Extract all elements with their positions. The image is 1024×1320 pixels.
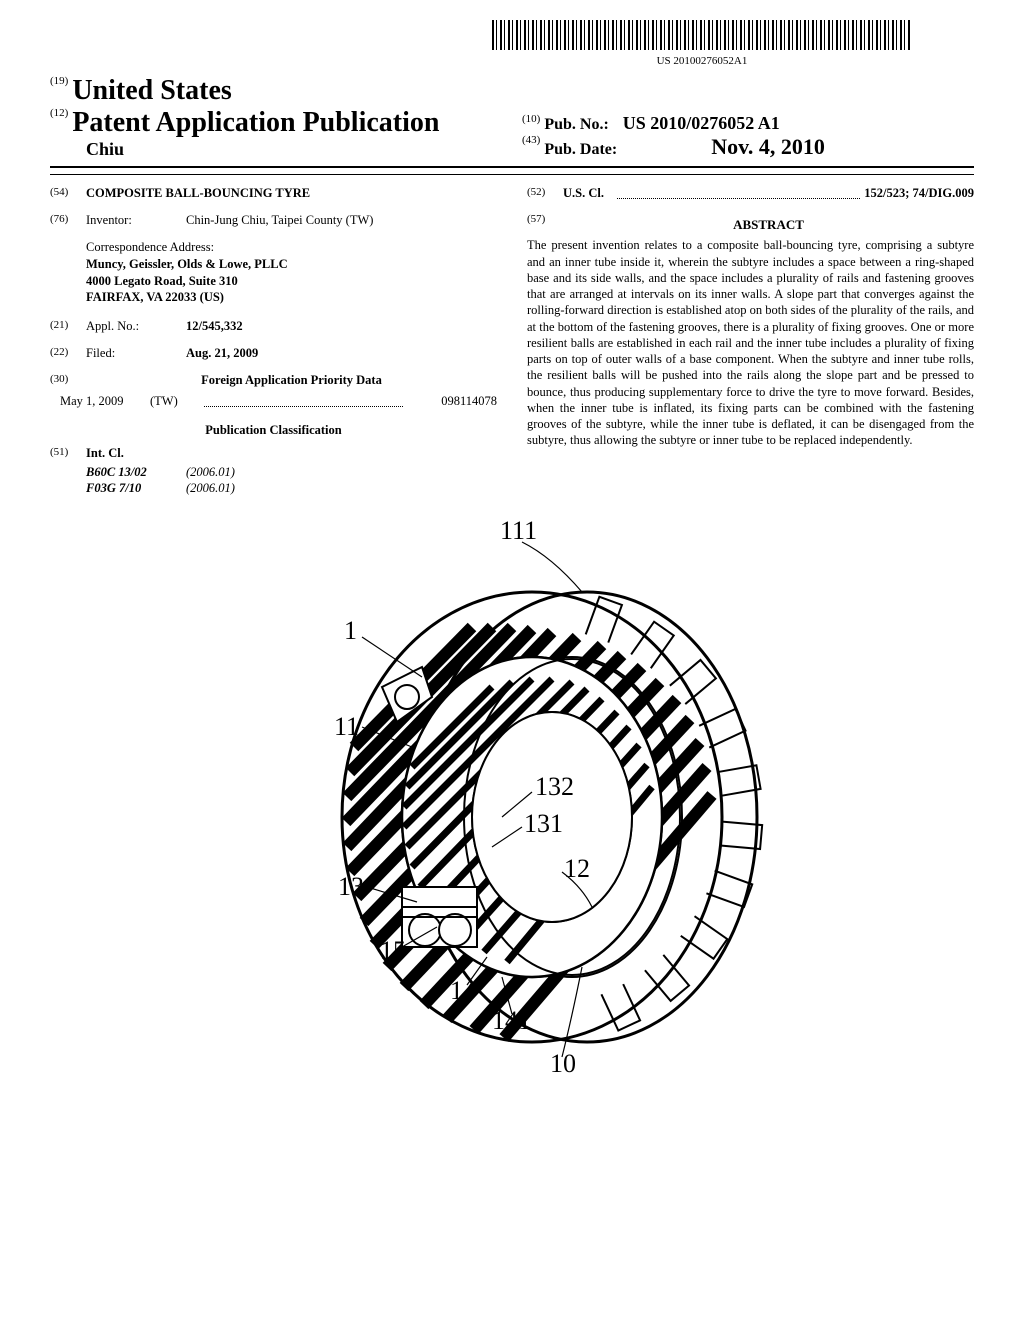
rule-thick bbox=[50, 166, 974, 168]
pub-no-label: Pub. No.: bbox=[544, 116, 608, 133]
priority-date: May 1, 2009 bbox=[50, 393, 150, 410]
priority-heading-row: (30) Foreign Application Priority Data bbox=[50, 372, 497, 389]
barcode-graphic bbox=[492, 20, 912, 50]
abstract-label: ABSTRACT bbox=[563, 216, 974, 234]
country-line: (19) United States bbox=[50, 75, 502, 107]
callout-14: 14 bbox=[450, 976, 476, 1005]
inventor-label: Inventor: bbox=[86, 212, 186, 229]
callout-13: 13 bbox=[338, 872, 364, 901]
country: United States bbox=[72, 75, 231, 106]
pub-date: Nov. 4, 2010 bbox=[711, 134, 825, 159]
header-left: (19) United States (12) Patent Applicati… bbox=[50, 75, 502, 160]
main-columns: (54) COMPOSITE BALL-BOUNCING TYRE (76) I… bbox=[50, 185, 974, 497]
header-row: (19) United States (12) Patent Applicati… bbox=[50, 75, 974, 160]
num-52: (52) bbox=[527, 185, 563, 202]
figure-area: 111 1 11 132 131 13 12 15 14 141 10 bbox=[50, 517, 974, 1082]
num-21: (21) bbox=[50, 318, 86, 335]
intcl-2: F03G 7/10 (2006.01) bbox=[86, 480, 497, 497]
inventor-row: (76) Inventor: Chin-Jung Chiu, Taipei Co… bbox=[50, 212, 497, 229]
priority-dots bbox=[204, 393, 403, 407]
title: COMPOSITE BALL-BOUNCING TYRE bbox=[86, 185, 310, 202]
patent-page: US 20100276052A1 (19) United States (12)… bbox=[0, 0, 1024, 1102]
intcl-2-code: F03G 7/10 bbox=[86, 480, 186, 497]
priority-heading: Foreign Application Priority Data bbox=[86, 372, 497, 389]
callout-131: 131 bbox=[524, 809, 563, 838]
pub-no: US 2010/0276052 A1 bbox=[623, 113, 780, 133]
callout-141: 141 bbox=[492, 1006, 531, 1035]
intcl-label: Int. Cl. bbox=[86, 445, 124, 462]
num-30: (30) bbox=[50, 372, 86, 389]
pub-date-label: Pub. Date: bbox=[544, 141, 617, 158]
priority-row: May 1, 2009 (TW) 098114078 bbox=[50, 393, 497, 410]
appl-row: (21) Appl. No.: 12/545,332 bbox=[50, 318, 497, 335]
right-column: (52) U.S. Cl. 152/523; 74/DIG.009 (57) A… bbox=[527, 185, 974, 497]
intcl-1-code: B60C 13/02 bbox=[86, 464, 186, 481]
num-57: (57) bbox=[527, 212, 563, 238]
inventor: Chin-Jung Chiu, Taipei County (TW) bbox=[186, 212, 373, 229]
corr-label: Correspondence Address: bbox=[86, 239, 497, 256]
corr-line3: FAIRFAX, VA 22033 (US) bbox=[86, 289, 497, 306]
num-22: (22) bbox=[50, 345, 86, 362]
num-12: (12) bbox=[50, 107, 68, 119]
class-heading: Publication Classification bbox=[50, 422, 497, 439]
author: Chiu bbox=[50, 139, 502, 160]
callout-10: 10 bbox=[550, 1049, 576, 1077]
filed-row: (22) Filed: Aug. 21, 2009 bbox=[50, 345, 497, 362]
header-right: (10) Pub. No.: US 2010/0276052 A1 (43) P… bbox=[502, 113, 974, 160]
pubtype-line: (12) Patent Application Publication bbox=[50, 107, 502, 139]
num-54: (54) bbox=[50, 185, 86, 202]
callout-12: 12 bbox=[564, 854, 590, 883]
left-column: (54) COMPOSITE BALL-BOUNCING TYRE (76) I… bbox=[50, 185, 497, 497]
num-51: (51) bbox=[50, 445, 86, 462]
callout-132: 132 bbox=[535, 772, 574, 801]
num-10: (10) bbox=[522, 113, 540, 125]
correspondence-block: Correspondence Address: Muncy, Geissler,… bbox=[86, 239, 497, 307]
pub-date-line: (43) Pub. Date: Nov. 4, 2010 bbox=[522, 134, 974, 160]
corr-line1: Muncy, Geissler, Olds & Lowe, PLLC bbox=[86, 256, 497, 273]
title-row: (54) COMPOSITE BALL-BOUNCING TYRE bbox=[50, 185, 497, 202]
appl-label: Appl. No.: bbox=[86, 318, 186, 335]
uscl-row: (52) U.S. Cl. 152/523; 74/DIG.009 bbox=[527, 185, 974, 202]
pub-type: Patent Application Publication bbox=[72, 107, 439, 138]
priority-country: (TW) bbox=[150, 393, 200, 410]
barcode-area: US 20100276052A1 bbox=[50, 20, 974, 67]
appl-no: 12/545,332 bbox=[186, 318, 243, 335]
uscl-label: U.S. Cl. bbox=[563, 185, 613, 202]
uscl-dots bbox=[617, 185, 860, 199]
abstract-text: The present invention relates to a compo… bbox=[527, 237, 974, 448]
intcl-1: B60C 13/02 (2006.01) bbox=[86, 464, 497, 481]
patent-figure: 111 1 11 132 131 13 12 15 14 141 10 bbox=[252, 517, 772, 1077]
priority-no: 098114078 bbox=[407, 393, 497, 410]
num-19: (19) bbox=[50, 75, 68, 87]
intcl-1-year: (2006.01) bbox=[186, 464, 235, 481]
filed-label: Filed: bbox=[86, 345, 186, 362]
uscl-val: 152/523; 74/DIG.009 bbox=[864, 185, 974, 202]
callout-15: 15 bbox=[380, 936, 406, 965]
num-76: (76) bbox=[50, 212, 86, 229]
callout-11: 11 bbox=[334, 712, 359, 741]
callout-111: 111 bbox=[500, 517, 537, 545]
pub-no-line: (10) Pub. No.: US 2010/0276052 A1 bbox=[522, 113, 974, 134]
intcl-row: (51) Int. Cl. bbox=[50, 445, 497, 462]
callout-1: 1 bbox=[344, 616, 357, 645]
num-43: (43) bbox=[522, 134, 540, 146]
intcl-2-year: (2006.01) bbox=[186, 480, 235, 497]
rule-thin bbox=[50, 174, 974, 175]
abstract-heading-row: (57) ABSTRACT bbox=[527, 212, 974, 238]
corr-line2: 4000 Legato Road, Suite 310 bbox=[86, 273, 497, 290]
barcode-text: US 20100276052A1 bbox=[430, 55, 974, 67]
filed: Aug. 21, 2009 bbox=[186, 345, 258, 362]
